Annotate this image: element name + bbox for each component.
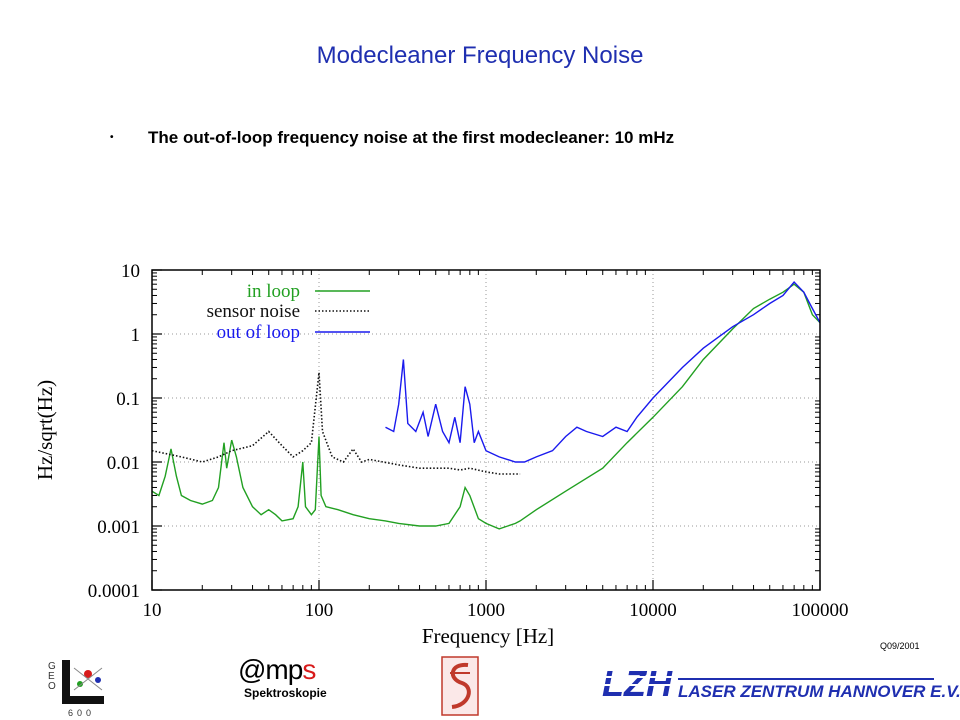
lzh-mark-text: LZH [602, 663, 673, 704]
geo-letter-e: E [48, 671, 55, 682]
y-tick-label: 1 [131, 325, 141, 346]
lzh-stripe-1 [600, 676, 680, 678]
y-tick-label: 0.0001 [88, 581, 140, 602]
lzh-stripe-2 [600, 684, 680, 686]
bullet-text: The out-of-loop frequency noise at the f… [148, 128, 675, 147]
geo-dot-green [77, 681, 83, 687]
x-tick-label: 10 [143, 600, 162, 621]
legend-label-out-of-loop: out of loop [217, 322, 300, 343]
y-tick-label: 10 [121, 261, 140, 282]
geo-letter-o: O [48, 681, 56, 692]
seal-logo [441, 656, 479, 716]
geo-l-horizontal [62, 696, 104, 704]
y-tick-label: 0.1 [116, 389, 140, 410]
x-tick-label: 10000 [629, 600, 677, 621]
slide-title: Modecleaner Frequency Noise [316, 42, 644, 69]
legend-label-sensor-noise: sensor noise [207, 301, 300, 322]
lzh-mark-icon: LZH [600, 663, 680, 704]
seal-s-stroke [451, 662, 471, 709]
series-line-out-of-loop [385, 280, 821, 463]
x-tick-label: 1000 [467, 600, 505, 621]
series-line-in-loop [151, 283, 821, 530]
geo-dot-blue [95, 677, 101, 683]
series-line-sensor-noise [151, 372, 521, 475]
y-tick-label: 0.01 [107, 453, 140, 474]
slide-id: Q09/2001 [880, 641, 920, 651]
geo600-logo: G E O 600 [48, 660, 104, 718]
bullet-dot-icon: • [110, 132, 114, 143]
geo-letter-g: G [48, 661, 56, 672]
x-tick-label: 100 [305, 600, 334, 621]
x-tick-label: 100000 [792, 600, 849, 621]
geo-digits: 600 [68, 708, 95, 718]
y-tick-label: 0.001 [97, 517, 140, 538]
geo-dot-red [84, 670, 92, 678]
geo-cross-lines [73, 667, 103, 691]
mps-brand: @mps [238, 654, 316, 685]
mps-sub: Spektroskopie [244, 686, 327, 700]
lzh-name: LASER ZENTRUM HANNOVER E.V. [678, 682, 960, 701]
geo-l-vertical [62, 660, 70, 704]
legend-label-in-loop: in loop [247, 281, 300, 302]
lzh-rule [678, 678, 934, 680]
x-axis-label: Frequency [Hz] [422, 624, 554, 648]
y-axis-label: Hz/sqrt(Hz) [33, 380, 57, 480]
lzh-logo: LZH LASER ZENTRUM HANNOVER E.V. [600, 658, 960, 708]
mps-logo: @mps Spektroskopie [238, 654, 358, 704]
